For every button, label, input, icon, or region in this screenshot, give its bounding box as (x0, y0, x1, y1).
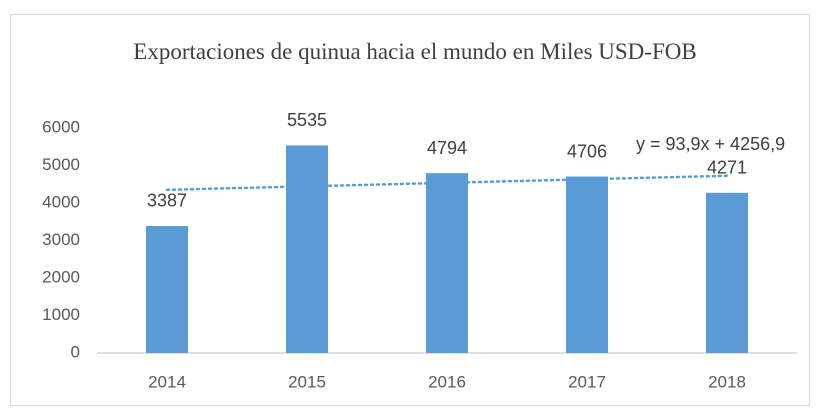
data-label: 4794 (427, 138, 467, 158)
chart-title: Exportaciones de quinua hacia el mundo e… (133, 39, 697, 64)
data-label: 5535 (287, 110, 327, 130)
data-label: 4271 (707, 158, 747, 178)
y-tick-label: 1000 (42, 305, 80, 324)
y-tick-label: 2000 (42, 267, 80, 286)
x-tick-label: 2017 (568, 372, 606, 391)
bar (706, 192, 748, 353)
trendline-equation: y = 93,9x + 4256,9 (636, 134, 785, 154)
x-tick-label: 2016 (428, 372, 466, 391)
data-label: 3387 (147, 191, 187, 211)
data-label: 4706 (567, 141, 607, 161)
bar (146, 225, 188, 353)
x-tick-label: 2018 (708, 372, 746, 391)
y-tick-label: 4000 (42, 192, 80, 211)
y-tick-label: 6000 (42, 117, 80, 136)
x-tick-label: 2015 (288, 372, 326, 391)
bar (286, 145, 328, 353)
bar (426, 173, 468, 353)
trendline (165, 174, 729, 192)
y-tick-label: 5000 (42, 155, 80, 174)
y-tick-label: 3000 (42, 230, 80, 249)
y-tick-label: 0 (71, 342, 80, 361)
chart-frame (10, 14, 810, 406)
bar (566, 176, 608, 353)
x-tick-label: 2014 (148, 372, 186, 391)
